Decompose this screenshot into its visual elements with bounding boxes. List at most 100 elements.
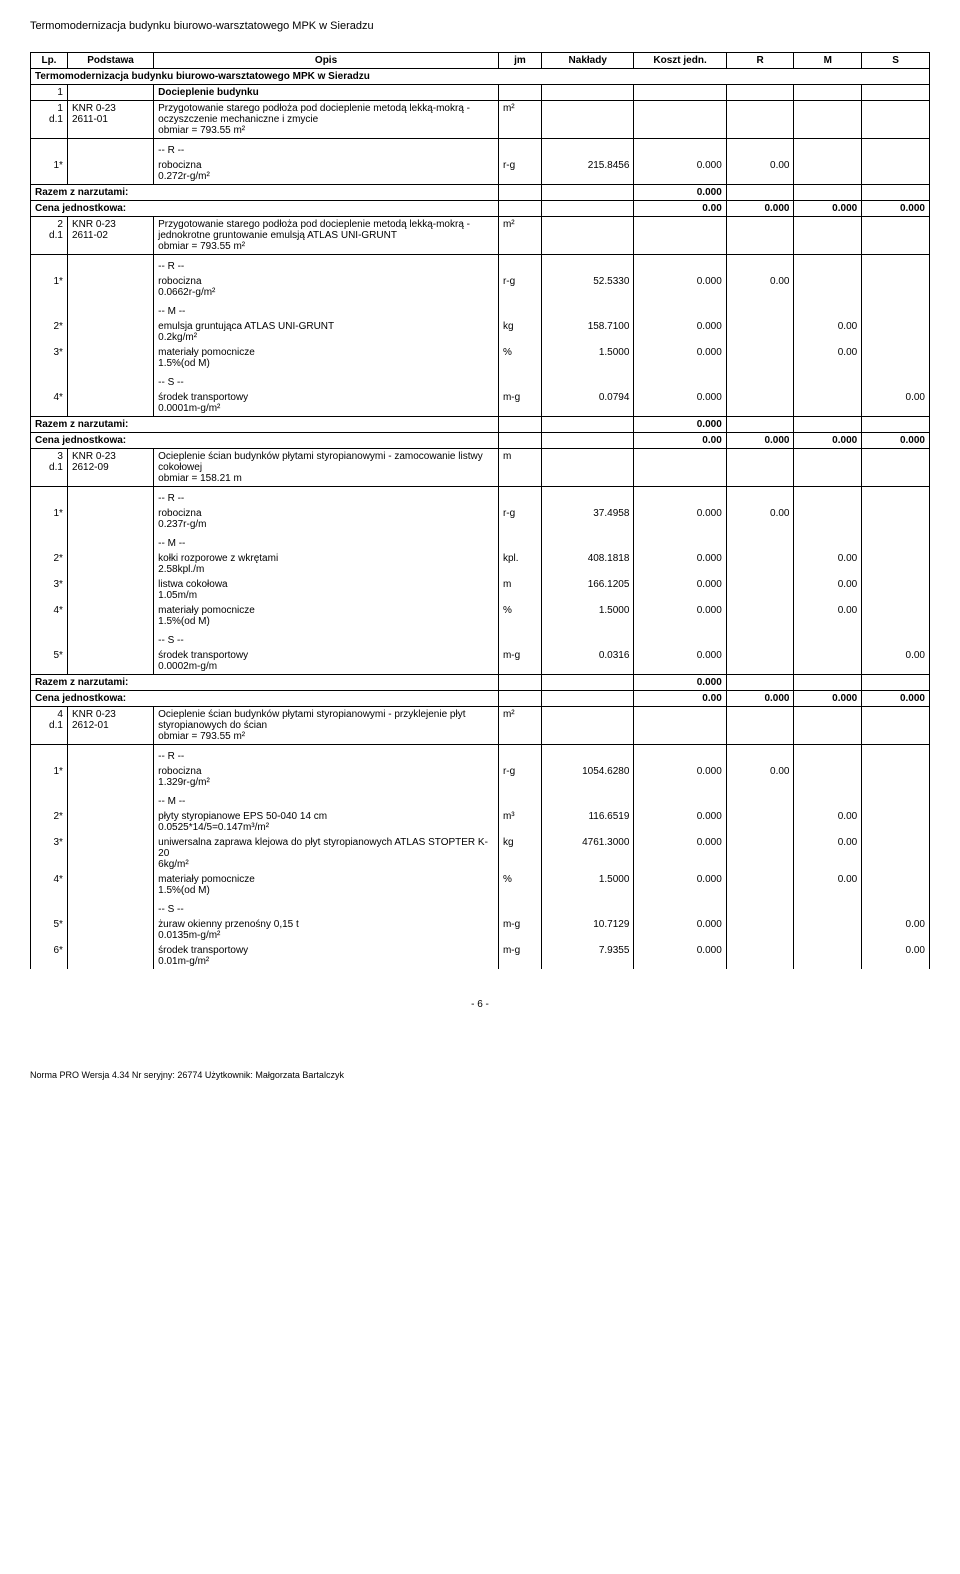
table-cell: 166.1205 [542,577,634,603]
table-cell [862,707,930,745]
table-cell [726,902,794,917]
table-cell [794,917,862,943]
table-cell [67,143,153,158]
table-cell: 1054.6280 [542,764,634,790]
table-cell: środek transportowy0.0002m-g/m [154,648,499,675]
table-cell [31,749,68,764]
table-cell [498,491,541,506]
table-cell: 0.000 [634,943,726,969]
table-cell: 0.000 [634,185,726,201]
table-cell [67,345,153,371]
table-cell: listwa cokołowa1.05m/m [154,577,499,603]
table-cell [542,707,634,745]
table-row: 1*robocizna1.329r-g/m²r-g1054.62800.0000… [31,764,930,790]
table-cell [794,101,862,139]
footer-text: Norma PRO Wersja 4.34 Nr seryjny: 26774 … [30,1070,930,1080]
table-cell [862,551,930,577]
table-row: Razem z narzutami: 0.000 [31,185,930,201]
table-cell: Termomodernizacja budynku biurowo-warszt… [31,69,930,85]
table-cell: m³ [498,809,541,835]
table-cell [862,375,930,390]
table-cell [862,491,930,506]
table-cell: robocizna1.329r-g/m² [154,764,499,790]
table-cell [726,536,794,551]
table-cell [794,217,862,255]
table-cell [67,274,153,300]
table-row: Cena jednostkowa:0.000.0000.0000.000 [31,433,930,449]
table-cell: -- M -- [154,304,499,319]
table-cell: 1.5000 [542,345,634,371]
table-cell: 0.00 [634,201,726,217]
table-cell: r-g [498,274,541,300]
table-cell [498,185,541,201]
table-cell [634,143,726,158]
table-cell [862,749,930,764]
table-cell [726,101,794,139]
table-cell [67,304,153,319]
table-row: 6*środek transportowy0.01m-g/m²m-g7.9355… [31,943,930,969]
table-cell: 0.00 [794,835,862,872]
table-cell [634,633,726,648]
table-cell: 0.00 [862,648,930,675]
table-cell: Razem z narzutami: [31,185,499,201]
table-cell [31,902,68,917]
table-cell: -- R -- [154,259,499,274]
table-cell: 0.000 [634,551,726,577]
table-cell: 0.000 [726,201,794,217]
table-cell [794,304,862,319]
table-cell: 2d.1 [31,217,68,255]
table-cell: 0.00 [794,603,862,629]
table-cell [634,902,726,917]
table-cell [862,319,930,345]
table-cell: kpl. [498,551,541,577]
table-cell [862,675,930,691]
table-cell [862,872,930,898]
table-cell: 52.5330 [542,274,634,300]
table-cell [794,707,862,745]
table-cell [794,274,862,300]
table-cell: 1.5000 [542,872,634,898]
hdr-s: S [862,53,930,69]
table-cell: 215.8456 [542,158,634,185]
table-row: -- R -- [31,259,930,274]
table-cell: Razem z narzutami: [31,675,499,691]
table-cell: 3d.1 [31,449,68,487]
table-cell [634,491,726,506]
table-cell [498,536,541,551]
table-cell: 1d.1 [31,101,68,139]
table-cell: Cena jednostkowa: [31,201,499,217]
hdr-jm: jm [498,53,541,69]
table-cell: % [498,345,541,371]
table-cell: 6* [31,943,68,969]
table-cell [542,417,634,433]
table-cell: 0.00 [726,158,794,185]
table-cell [794,794,862,809]
table-cell [67,648,153,675]
table-cell [634,375,726,390]
table-row: Razem z narzutami:0.000 [31,417,930,433]
table-cell [498,691,541,707]
table-row: -- R -- [31,491,930,506]
table-cell [862,185,930,201]
table-row: -- S -- [31,902,930,917]
table-cell: -- M -- [154,536,499,551]
table-row: 4d.1KNR 0-232612-01Ocieplenie ścian budy… [31,707,930,745]
table-row: 1d.1KNR 0-232611-01Przygotowanie starego… [31,101,930,139]
table-cell [862,345,930,371]
table-cell: 4d.1 [31,707,68,745]
table-cell [726,577,794,603]
table-row: Razem z narzutami:0.000 [31,675,930,691]
table-cell [794,449,862,487]
table-cell [498,902,541,917]
table-cell [726,345,794,371]
table-cell: 0.00 [634,691,726,707]
table-cell: -- R -- [154,491,499,506]
table-cell: 10.7129 [542,917,634,943]
table-cell: % [498,603,541,629]
table-cell [498,304,541,319]
table-row: Cena jednostkowa:0.000.0000.0000.000 [31,201,930,217]
table-cell: 0.000 [794,433,862,449]
table-cell: m² [498,217,541,255]
table-cell [67,259,153,274]
table-cell [634,217,726,255]
